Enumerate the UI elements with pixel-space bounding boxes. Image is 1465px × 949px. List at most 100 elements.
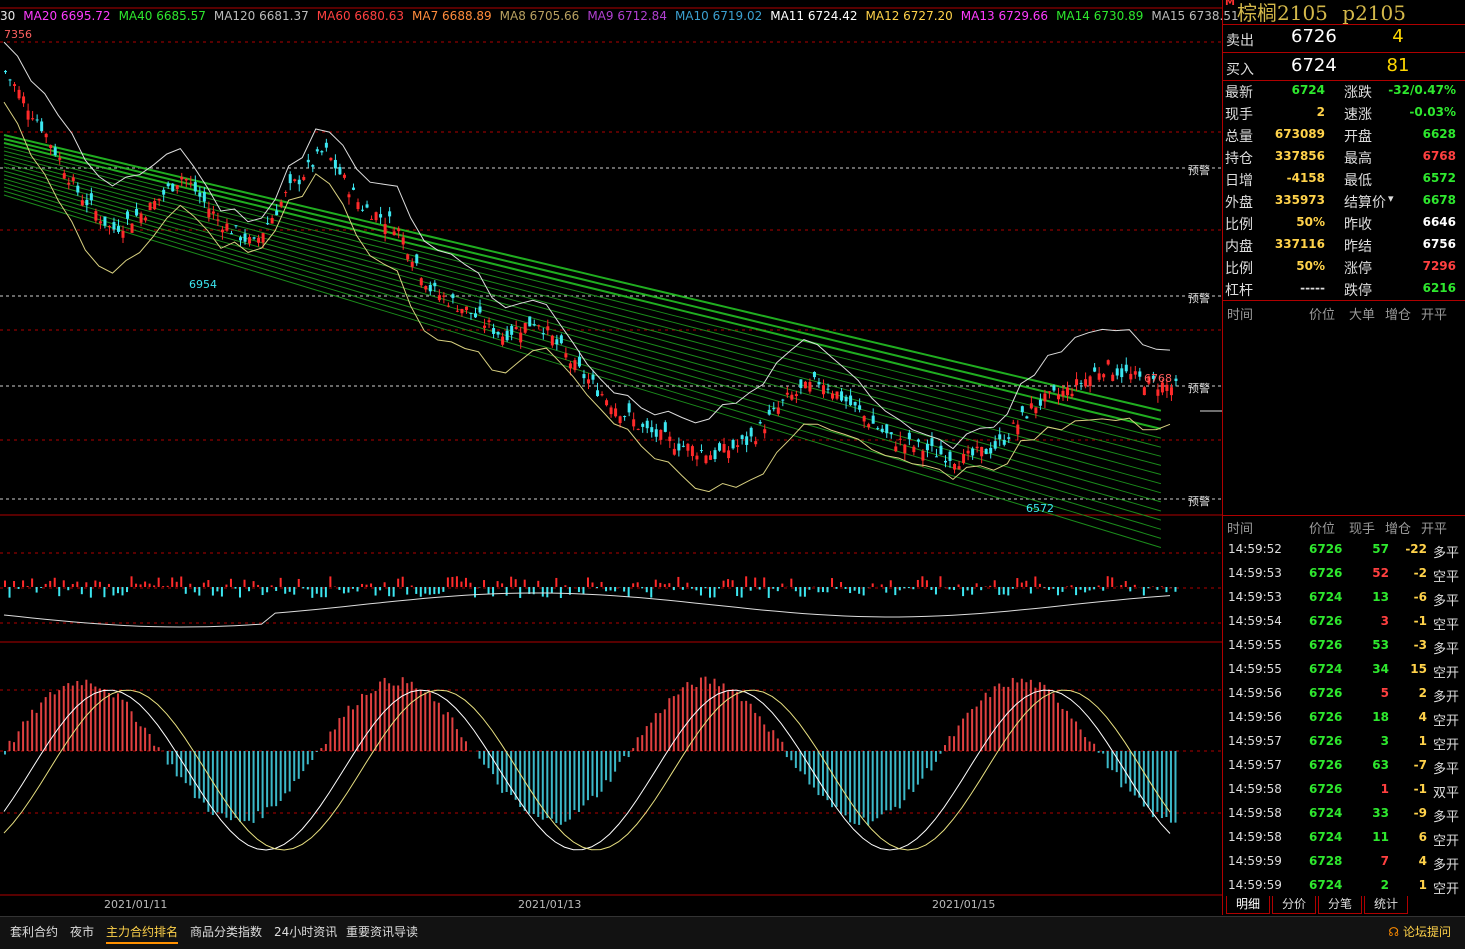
- volume-bar: [740, 587, 743, 598]
- macd-bar: [135, 721, 138, 751]
- macd-bar: [1156, 751, 1159, 812]
- volume-bar: [189, 583, 192, 587]
- macd-bar: [541, 751, 544, 820]
- detail-tab[interactable]: 明细: [1226, 896, 1270, 914]
- bottom-nav-tab[interactable]: 24小时资讯: [274, 925, 338, 939]
- macd-bar: [1111, 751, 1114, 771]
- bottom-nav-tab[interactable]: 商品分类指数: [190, 925, 263, 939]
- kline-chart-area[interactable]: 30 MA20 6695.72 MA40 6685.57 MA120 6681.37 M…: [0, 0, 1239, 915]
- macd-bar: [44, 697, 47, 751]
- macd-bar: [641, 735, 644, 751]
- macd-bar: [175, 751, 178, 777]
- headset-icon: ☊: [1388, 925, 1399, 939]
- volume-bar: [311, 587, 314, 598]
- macd-bar: [252, 751, 255, 823]
- macd-bar: [257, 751, 260, 812]
- macd-bar: [1120, 751, 1123, 788]
- candle-body: [736, 445, 740, 447]
- tick-row: 14:59:58 6726 1 -1 双平: [1223, 782, 1465, 806]
- volume-bar: [966, 587, 969, 591]
- volume-bar: [193, 587, 196, 593]
- macd-bar: [812, 751, 815, 788]
- candle-body: [681, 445, 685, 447]
- candle-body: [1142, 387, 1146, 396]
- macd-bar: [975, 706, 978, 751]
- date-axis-label: 2021/01/11: [104, 898, 168, 911]
- candle-body: [76, 185, 80, 193]
- volume-bar: [704, 587, 707, 589]
- stat-label: 跌停: [1344, 283, 1372, 299]
- candle-body: [98, 221, 102, 224]
- macd-bar: [953, 736, 956, 751]
- macd-bar: [758, 716, 761, 751]
- bottom-nav-tab[interactable]: 主力合约排名: [106, 923, 179, 944]
- tick-cell: 多开: [1433, 690, 1460, 705]
- candle-body: [229, 233, 233, 235]
- macd-bar: [40, 702, 43, 751]
- ask-row[interactable]: 卖出 6726 4: [1223, 24, 1465, 52]
- macd-bar: [401, 677, 404, 751]
- candle-body: [455, 310, 459, 312]
- candle-body: [1002, 439, 1006, 445]
- macd-bar: [324, 743, 327, 751]
- candle-body: [1025, 416, 1029, 419]
- macd-bar: [455, 729, 458, 751]
- tick-cell: 14:59:58: [1228, 830, 1282, 844]
- bottom-nav-tab[interactable]: 夜市: [70, 925, 95, 939]
- macd-bar: [939, 751, 942, 754]
- candle-body: [1084, 379, 1088, 387]
- candle-body: [1066, 387, 1070, 396]
- detail-tab[interactable]: 分价: [1272, 896, 1316, 914]
- macd-bar: [718, 686, 721, 751]
- stat-cell: 最高 6768: [1344, 148, 1456, 168]
- volume-bar: [22, 580, 25, 587]
- tick-cell: -1: [1413, 614, 1427, 628]
- candle-body: [672, 448, 676, 455]
- bid-row[interactable]: 买入 6724 81: [1223, 53, 1465, 81]
- macd-bar: [790, 751, 793, 761]
- ma-legend-bar: 30 MA20 6695.72 MA40 6685.57 MA120 6681.37 M…: [0, 9, 1247, 25]
- volume-bar: [555, 577, 558, 587]
- macd-bar: [898, 751, 901, 809]
- volume-bar: [1097, 585, 1100, 587]
- tick-cell: 空开: [1433, 834, 1460, 849]
- tick-row: 14:59:58 6724 11 6 空开: [1223, 830, 1465, 854]
- volume-bar: [1111, 577, 1114, 587]
- tick-cell: -2: [1413, 566, 1427, 580]
- bottom-nav-tab[interactable]: 重要资讯导读: [346, 925, 419, 939]
- macd-bar: [365, 694, 368, 751]
- macd-bar: [650, 722, 653, 751]
- stat-label: 比例: [1225, 217, 1253, 233]
- candle-body: [695, 455, 699, 460]
- candle-body: [763, 429, 767, 434]
- forum-button[interactable]: ☊ 论坛提问: [1388, 923, 1451, 940]
- candle-body: [1156, 389, 1160, 396]
- macd-bar: [410, 681, 413, 751]
- volume-bar: [781, 583, 784, 587]
- candle-body: [329, 157, 333, 161]
- candle-body: [107, 225, 111, 228]
- volume-bar: [939, 576, 942, 587]
- kline-chart-svg[interactable]: [0, 0, 1222, 915]
- candle-body: [216, 219, 220, 221]
- volume-bar: [645, 587, 648, 593]
- alert-label: 预警: [1188, 382, 1210, 395]
- candle-body: [121, 230, 125, 238]
- detail-tab[interactable]: 统计: [1364, 896, 1408, 914]
- candle-body: [523, 322, 527, 333]
- tick-cell: 空开: [1433, 666, 1460, 681]
- dropdown-arrow-icon[interactable]: ▾: [1388, 192, 1394, 205]
- detail-tab[interactable]: 分笔: [1318, 896, 1362, 914]
- bottom-nav-tab[interactable]: 套利合约: [10, 925, 59, 939]
- volume-bar: [596, 587, 599, 589]
- volume-bar: [776, 587, 779, 592]
- candle-body: [288, 174, 292, 184]
- candle-body: [1147, 376, 1151, 384]
- candle-body: [794, 394, 798, 397]
- macd-bar: [1038, 682, 1041, 751]
- volume-bar: [957, 584, 960, 587]
- macd-bar: [1047, 689, 1050, 751]
- divider: [1223, 80, 1465, 81]
- volume-bar: [1124, 581, 1127, 587]
- macd-bar: [835, 751, 838, 807]
